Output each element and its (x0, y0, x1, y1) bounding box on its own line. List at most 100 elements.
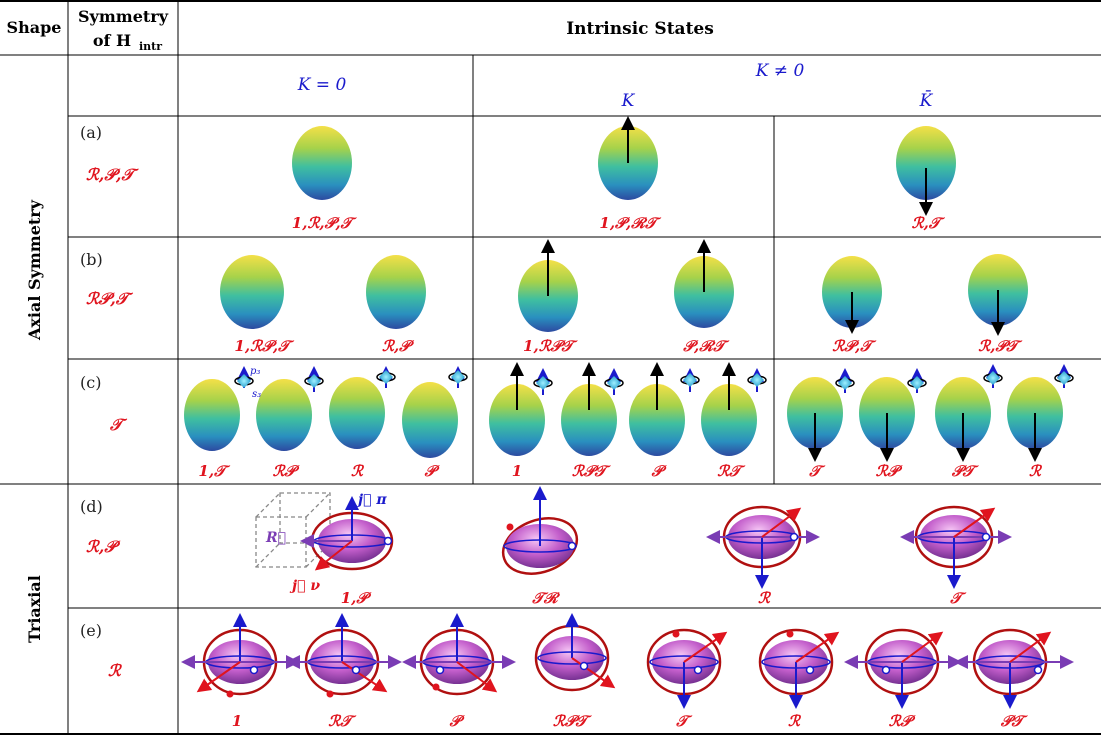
row-a-header: (a) ℛ,𝒫,𝒯 (80, 123, 139, 184)
R-label: R⃗ (265, 530, 286, 546)
state-label: ℛ𝒯 (328, 712, 357, 730)
state-label: ℛ,𝒯 (912, 214, 946, 232)
axial-egg (292, 126, 352, 200)
state-label: 𝒫,ℛ𝒯 (682, 337, 730, 355)
state-label: 𝒫 (651, 462, 667, 480)
triaxial-ellipsoid (181, 613, 300, 698)
p3-label: p₃ (250, 366, 260, 377)
state-label: 𝒫𝒯 (1000, 712, 1029, 730)
state-label: ℛ𝒫 (273, 462, 300, 480)
pear-egg (701, 384, 757, 456)
row-a-cells: 1,ℛ,𝒫,𝒯 1,𝒫,ℛ𝒯 ℛ,𝒯 (292, 116, 956, 232)
spin-diamond (747, 368, 767, 392)
state-label: ℛ𝒫𝒯 (572, 462, 612, 480)
spin-diamond: p₃ s₃ (234, 366, 261, 400)
axial-egg (896, 126, 956, 200)
row-b-cells: 1,ℛ𝒫,𝒯 ℛ,𝒫 1,ℛ𝒫𝒯 𝒫,ℛ𝒯 ℛ𝒫,𝒯 ℛ,𝒫𝒯 (220, 239, 1028, 355)
header-symmetry-sub: intr (139, 40, 162, 53)
j-nu-label: j⃗ ν (289, 578, 320, 594)
group-triaxial-label: Triaxial (25, 575, 44, 643)
triaxial-ellipsoid (300, 496, 394, 571)
subheader-k0: K = 0 (297, 75, 347, 95)
state-label: 1,𝒯 (198, 462, 231, 480)
state-label: ℛ (758, 589, 772, 607)
state-label: 1 (512, 462, 522, 480)
row-c-cells: p₃ s₃ 1,𝒯 ℛ𝒫 ℛ 𝒫 (184, 362, 1074, 480)
header-intrinsic: Intrinsic States (566, 19, 714, 39)
row-symmetry: ℛ (108, 661, 123, 680)
triaxial-ellipsoid (706, 505, 820, 589)
row-letter: (d) (80, 497, 103, 516)
row-letter: (e) (80, 621, 102, 640)
pear-egg (184, 379, 240, 451)
state-label: ℛ,𝒫 (382, 337, 414, 355)
state-label: ℛ𝒫 (889, 712, 916, 730)
row-e-header: (e) ℛ (80, 621, 123, 680)
row-symmetry: ℛ,𝒫 (86, 537, 120, 556)
pear-egg (561, 384, 617, 456)
state-label: ℛ (351, 462, 365, 480)
pear-egg (366, 255, 426, 329)
state-label: 𝒯 (949, 589, 967, 607)
row-d-header: (d) ℛ,𝒫 (80, 497, 120, 556)
pear-egg (489, 384, 545, 456)
pear-egg (256, 379, 312, 451)
state-label: 1,ℛ,𝒫,𝒯 (292, 214, 358, 232)
state-label: 𝒫𝒯 (951, 462, 980, 480)
subheader-k: K (621, 91, 636, 111)
state-label: 1,ℛ𝒫𝒯 (523, 337, 578, 355)
triaxial-ellipsoid (501, 486, 579, 575)
triaxial-ellipsoid (954, 628, 1074, 709)
triaxial-ellipsoid (758, 628, 840, 709)
row-e-cells: 1 ℛ𝒯 𝒫 (181, 613, 1074, 730)
state-label: ℛ (1029, 462, 1043, 480)
state-label: 𝒫 (449, 712, 465, 730)
spin-diamond (1054, 364, 1074, 388)
spin-diamond (907, 368, 927, 393)
header-symmetry-line1: Symmetry (78, 7, 169, 26)
triaxial-ellipsoid (646, 628, 728, 709)
state-label: 𝒯 (808, 462, 826, 480)
spin-diamond (376, 366, 396, 388)
state-label: ℛ (788, 712, 802, 730)
spin-diamond (533, 368, 553, 395)
row-symmetry: ℛ𝒫,𝒯 (86, 289, 134, 308)
state-label: ℛ𝒫𝒯 (553, 712, 593, 730)
state-label: 1 (232, 712, 242, 730)
row-letter: (a) (80, 123, 102, 142)
state-label: ℛ𝒯 (717, 462, 746, 480)
group-axial-label: Axial Symmetry (25, 199, 44, 341)
pear-egg (220, 255, 284, 329)
triaxial-ellipsoid (844, 628, 962, 709)
row-b-header: (b) ℛ𝒫,𝒯 (80, 250, 134, 308)
row-d-cells: j⃗ π R⃗ j⃗ ν 1,𝒫 𝒯ℛ ℛ (255, 486, 1012, 607)
s3-label: s₃ (252, 389, 261, 400)
header-symmetry-line2: of H (93, 31, 131, 50)
row-symmetry: 𝒯 (109, 415, 128, 434)
subheader-kbar: K̄ (919, 89, 934, 111)
state-label: ℛ𝒫 (876, 462, 903, 480)
state-label: 𝒯ℛ (531, 589, 560, 607)
spin-diamond (835, 368, 855, 393)
pear-egg (629, 384, 685, 456)
state-label: 𝒯 (675, 712, 693, 730)
triaxial-ellipsoid (286, 613, 402, 698)
pear-egg (402, 382, 458, 458)
state-label: 1,𝒫 (341, 589, 372, 607)
spin-diamond (680, 368, 700, 392)
triaxial-ellipsoid (402, 613, 516, 696)
state-label: ℛ,𝒫𝒯 (978, 337, 1023, 355)
row-letter: (b) (80, 250, 103, 269)
state-label: 1,ℛ𝒫,𝒯 (234, 337, 295, 355)
row-c-header: (c) 𝒯 (80, 373, 128, 434)
spin-diamond (448, 366, 468, 388)
spin-diamond (604, 368, 624, 395)
state-label: 1,𝒫,ℛ𝒯 (599, 214, 662, 232)
triaxial-ellipsoid (900, 505, 1012, 589)
spin-diamond (304, 366, 324, 392)
row-letter: (c) (80, 373, 101, 392)
triaxial-ellipsoid (534, 613, 616, 692)
subheader-kne0: K ≠ 0 (755, 61, 805, 81)
